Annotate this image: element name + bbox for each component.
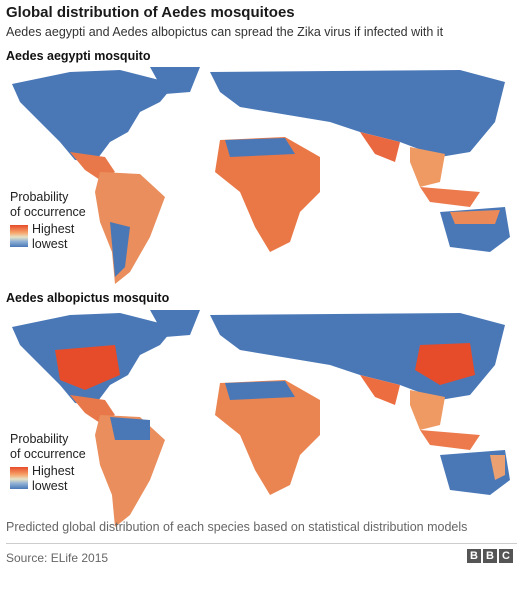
legend-highest: Highest [32, 464, 75, 478]
source-note: Source: ELife 2015 [6, 551, 109, 565]
map-label-albopictus: Aedes albopictus mosquito [6, 291, 170, 305]
chart-title: Global distribution of Aedes mosquitoes [6, 4, 295, 21]
bbc-logo: B B C [467, 549, 513, 563]
caption: Predicted global distribution of each sp… [6, 520, 468, 534]
north-america-landmass [12, 70, 175, 162]
eurasia-landmass [210, 70, 505, 157]
legend-gradient-swatch [10, 467, 28, 489]
legend-aegypti: Probability of occurrence Highest lowest [10, 190, 86, 251]
greenland-landmass [150, 67, 200, 94]
map-label-aegypti: Aedes aegypti mosquito [6, 49, 151, 63]
legend-lowest: lowest [32, 479, 68, 493]
africa-landmass [215, 380, 320, 495]
legend-title-line1: Probability [10, 190, 69, 204]
southeast-asia-islands [420, 187, 480, 207]
africa-landmass [215, 137, 320, 252]
chart-subtitle: Aedes aegypti and Aedes albopictus can s… [6, 25, 444, 39]
legend-highest: Highest [32, 222, 75, 236]
footer-divider [6, 543, 517, 544]
bbc-logo-letter: B [467, 549, 481, 563]
legend-lowest: lowest [32, 237, 68, 251]
legend-title-line2: of occurrence [10, 205, 86, 219]
world-map-aegypti [12, 67, 510, 284]
bbc-logo-letter: B [483, 549, 497, 563]
greenland-landmass [150, 310, 200, 337]
southeast-asia-islands [420, 430, 480, 450]
south-america-landmass [95, 172, 165, 284]
legend-title-line2: of occurrence [10, 447, 86, 461]
legend-gradient-swatch [10, 225, 28, 247]
world-map-albopictus [12, 310, 510, 527]
legend-albopictus: Probability of occurrence Highest lowest [10, 432, 86, 493]
south-america-landmass [95, 415, 165, 527]
bbc-logo-letter: C [499, 549, 513, 563]
legend-title-line1: Probability [10, 432, 69, 446]
